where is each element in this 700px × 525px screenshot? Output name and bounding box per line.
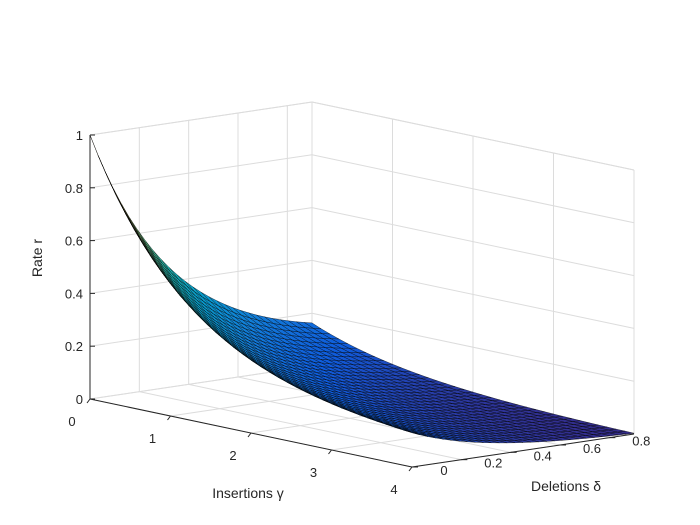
z-tick-label: 1: [76, 128, 83, 143]
y-tick-label: 0.8: [632, 434, 650, 449]
z-axis-label: Rate r: [29, 239, 45, 277]
z-tick-label: 0.8: [65, 181, 83, 196]
x-tick-label: 2: [229, 448, 236, 463]
x-tick-label: 3: [310, 465, 317, 480]
surface-patch: [129, 217, 147, 245]
grid-line: [311, 259, 635, 329]
y-tick-label: 0.4: [534, 448, 552, 463]
surface-layer: [89, 134, 635, 444]
surface-patch: [89, 134, 108, 176]
x-tick: [328, 449, 332, 455]
x-tick: [86, 398, 91, 404]
y-axis-label: Deletions δ: [531, 478, 601, 494]
grid-line: [89, 207, 313, 242]
grid-line: [311, 154, 635, 224]
grid-line: [311, 312, 635, 382]
grid-line: [89, 154, 313, 189]
y-axis-line: [411, 433, 635, 468]
z-tick-label: 0.2: [65, 339, 83, 354]
x-tick-label: 4: [390, 482, 397, 497]
x-tick: [167, 415, 171, 421]
grid-line: [311, 207, 635, 277]
grid-line: [139, 391, 462, 461]
grid-line: [89, 101, 313, 136]
x-axis-label: Insertions γ: [212, 485, 284, 501]
x-tick-label: 1: [149, 431, 156, 446]
z-tick-label: 0.4: [65, 286, 83, 301]
x-tick-label: 0: [68, 414, 75, 429]
grid-line: [89, 259, 313, 294]
y-tick-label: 0: [440, 463, 447, 478]
x-tick: [408, 466, 413, 472]
z-tick-label: 0: [76, 392, 83, 407]
grid-line: [311, 101, 635, 171]
x-tick: [247, 432, 252, 438]
y-tick-label: 0.2: [484, 456, 502, 471]
y-tick-label: 0.6: [583, 441, 601, 456]
z-tick-label: 0.6: [65, 234, 83, 249]
ticks-layer: 0 0.2 0.4 0.6 0.8 1 0 1 2 3 4 0 0.2 0.4 0.6 0.8: [65, 128, 650, 497]
surface-patch: [137, 229, 155, 255]
